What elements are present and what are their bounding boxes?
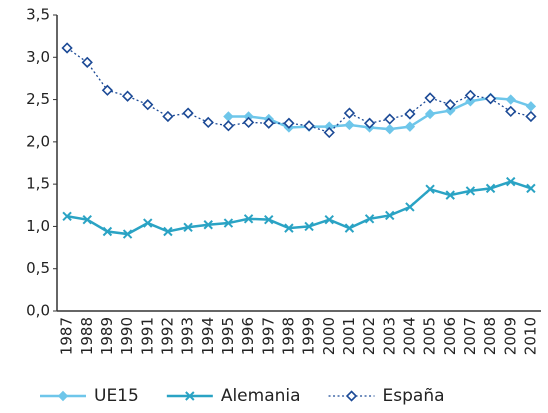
point <box>242 116 255 129</box>
point <box>81 56 93 68</box>
x-tick-label: 1994 <box>199 317 217 355</box>
point <box>243 214 254 224</box>
point <box>464 89 477 101</box>
point <box>82 214 92 225</box>
x-tick-label: 2003 <box>380 317 398 355</box>
x-tick-label: 1998 <box>279 317 297 355</box>
y-tick-label: 1,5 <box>26 175 50 193</box>
point <box>304 221 314 232</box>
x-tick-label: 1988 <box>78 317 96 355</box>
point <box>384 123 395 135</box>
x-tick-label: 2001 <box>340 317 358 355</box>
point <box>484 93 497 105</box>
point <box>525 101 537 112</box>
point <box>303 120 315 132</box>
point <box>223 111 234 122</box>
x-tick-label: 1995 <box>219 317 237 355</box>
y-tick-label: 3,5 <box>26 6 50 24</box>
series-line <box>228 96 532 131</box>
point <box>424 92 436 104</box>
x-tick-label: 2010 <box>521 317 539 355</box>
x-tick-label: 1990 <box>118 317 136 355</box>
x-tick-label: 2002 <box>360 317 378 355</box>
point <box>183 222 193 232</box>
series-line <box>66 180 532 236</box>
point <box>143 218 153 228</box>
x-tick-label: 2007 <box>461 317 479 355</box>
point <box>203 220 213 230</box>
series-line <box>66 47 532 134</box>
point <box>505 105 517 118</box>
x-tick-label: 1997 <box>259 317 277 355</box>
point <box>405 202 415 212</box>
point <box>505 94 516 105</box>
point <box>364 214 375 224</box>
legend-marker <box>185 391 195 401</box>
point <box>526 183 536 194</box>
point <box>424 108 436 120</box>
x-tick-label: 1987 <box>58 317 76 355</box>
point <box>465 186 476 196</box>
legend-marker <box>345 390 358 402</box>
y-tick-label: 3,0 <box>26 48 50 66</box>
x-tick-label: 2000 <box>320 317 338 355</box>
point <box>142 99 154 111</box>
point <box>385 210 395 221</box>
point <box>101 84 114 96</box>
y-tick-label: 2,0 <box>26 132 50 150</box>
y-tick-label: 1,0 <box>26 217 50 235</box>
point <box>222 120 235 132</box>
legend-label: UE15 <box>94 386 139 406</box>
point <box>283 117 295 129</box>
x-tick-label: 1993 <box>179 317 197 355</box>
point <box>384 113 396 125</box>
point <box>465 96 476 107</box>
point <box>284 223 294 233</box>
legend-label: España <box>383 386 445 406</box>
point <box>263 117 275 129</box>
point <box>121 90 134 102</box>
point <box>102 226 113 237</box>
point <box>163 226 173 237</box>
x-tick-label: 2004 <box>400 317 418 355</box>
x-tick-label: 1992 <box>158 317 176 355</box>
point <box>264 214 274 225</box>
point <box>506 176 516 187</box>
point <box>404 121 416 132</box>
point <box>425 184 435 194</box>
x-tick-label: 2005 <box>421 317 439 355</box>
point <box>324 214 334 225</box>
point <box>323 126 335 139</box>
point <box>162 110 174 123</box>
y-tick-label: 0,5 <box>26 259 50 277</box>
point <box>343 107 356 119</box>
point <box>444 99 456 111</box>
point <box>445 190 455 200</box>
legend-label: Alemania <box>221 386 301 406</box>
x-tick-label: 1989 <box>98 317 116 355</box>
y-tick-label: 0,0 <box>26 302 50 320</box>
x-tick-label: 2008 <box>481 317 499 355</box>
legend-marker <box>57 390 69 402</box>
point <box>202 116 214 129</box>
point <box>182 107 194 119</box>
x-tick-label: 2009 <box>501 317 519 355</box>
x-tick-label: 1999 <box>300 317 318 355</box>
point <box>404 108 416 120</box>
x-tick-label: 1996 <box>239 317 257 355</box>
point <box>344 223 355 233</box>
point <box>122 229 133 239</box>
point <box>62 211 72 221</box>
point <box>485 183 496 194</box>
point <box>344 119 355 131</box>
x-tick-label: 2006 <box>441 317 459 355</box>
y-tick-label: 2,5 <box>26 90 50 108</box>
point <box>363 117 376 129</box>
point <box>61 42 73 54</box>
point <box>525 110 537 123</box>
point <box>445 105 456 116</box>
x-tick-label: 1991 <box>138 317 156 355</box>
point <box>223 218 234 228</box>
